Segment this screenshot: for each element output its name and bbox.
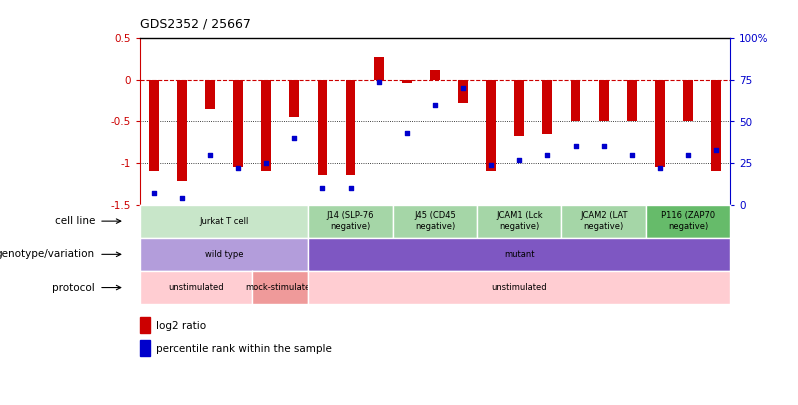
Point — [456, 85, 469, 92]
Point — [260, 160, 273, 166]
Point — [597, 143, 610, 149]
Point — [541, 151, 554, 158]
Point — [288, 135, 301, 141]
Text: Jurkat T cell: Jurkat T cell — [200, 217, 249, 226]
Bar — [711, 80, 721, 171]
Bar — [683, 80, 693, 121]
Bar — [430, 70, 440, 80]
Bar — [205, 80, 215, 109]
Bar — [290, 80, 299, 117]
Text: JCAM2 (LAT
negative): JCAM2 (LAT negative) — [580, 211, 627, 231]
Bar — [148, 80, 159, 171]
Point — [654, 165, 666, 171]
Bar — [402, 80, 412, 83]
Text: J45 (CD45
negative): J45 (CD45 negative) — [414, 211, 456, 231]
Point — [401, 130, 413, 136]
Text: J14 (SLP-76
negative): J14 (SLP-76 negative) — [327, 211, 374, 231]
Text: JCAM1 (Lck
negative): JCAM1 (Lck negative) — [496, 211, 543, 231]
Point — [709, 147, 722, 153]
Bar — [626, 80, 637, 121]
Text: P116 (ZAP70
negative): P116 (ZAP70 negative) — [661, 211, 715, 231]
Text: mutant: mutant — [504, 250, 535, 259]
Text: genotype/variation: genotype/variation — [0, 249, 95, 259]
Bar — [655, 80, 665, 167]
Bar — [140, 341, 149, 356]
Text: protocol: protocol — [52, 283, 95, 292]
Point — [484, 162, 497, 168]
Bar — [318, 80, 327, 175]
Point — [513, 156, 526, 163]
Text: percentile rank within the sample: percentile rank within the sample — [156, 344, 331, 354]
Point — [148, 190, 160, 196]
Point — [373, 79, 385, 85]
Text: unstimulated: unstimulated — [168, 283, 223, 292]
Bar — [177, 80, 187, 181]
Point — [231, 165, 244, 171]
Bar — [515, 80, 524, 136]
Point — [681, 151, 694, 158]
Bar — [598, 80, 609, 121]
Point — [203, 151, 216, 158]
Point — [626, 151, 638, 158]
Bar — [261, 80, 271, 171]
Point — [569, 143, 582, 149]
Point — [316, 185, 329, 191]
Text: log2 ratio: log2 ratio — [156, 321, 206, 331]
Point — [429, 102, 441, 108]
Text: GDS2352 / 25667: GDS2352 / 25667 — [140, 17, 251, 30]
Bar — [140, 317, 149, 333]
Point — [344, 185, 357, 191]
Bar — [543, 80, 552, 134]
Bar — [571, 80, 580, 121]
Bar — [458, 80, 468, 103]
Text: wild type: wild type — [205, 250, 243, 259]
Text: cell line: cell line — [54, 216, 95, 226]
Bar — [373, 57, 384, 80]
Text: mock-stimulated: mock-stimulated — [245, 283, 315, 292]
Bar — [486, 80, 496, 171]
Text: unstimulated: unstimulated — [492, 283, 547, 292]
Point — [176, 195, 188, 201]
Bar — [346, 80, 355, 175]
Bar — [233, 80, 243, 167]
